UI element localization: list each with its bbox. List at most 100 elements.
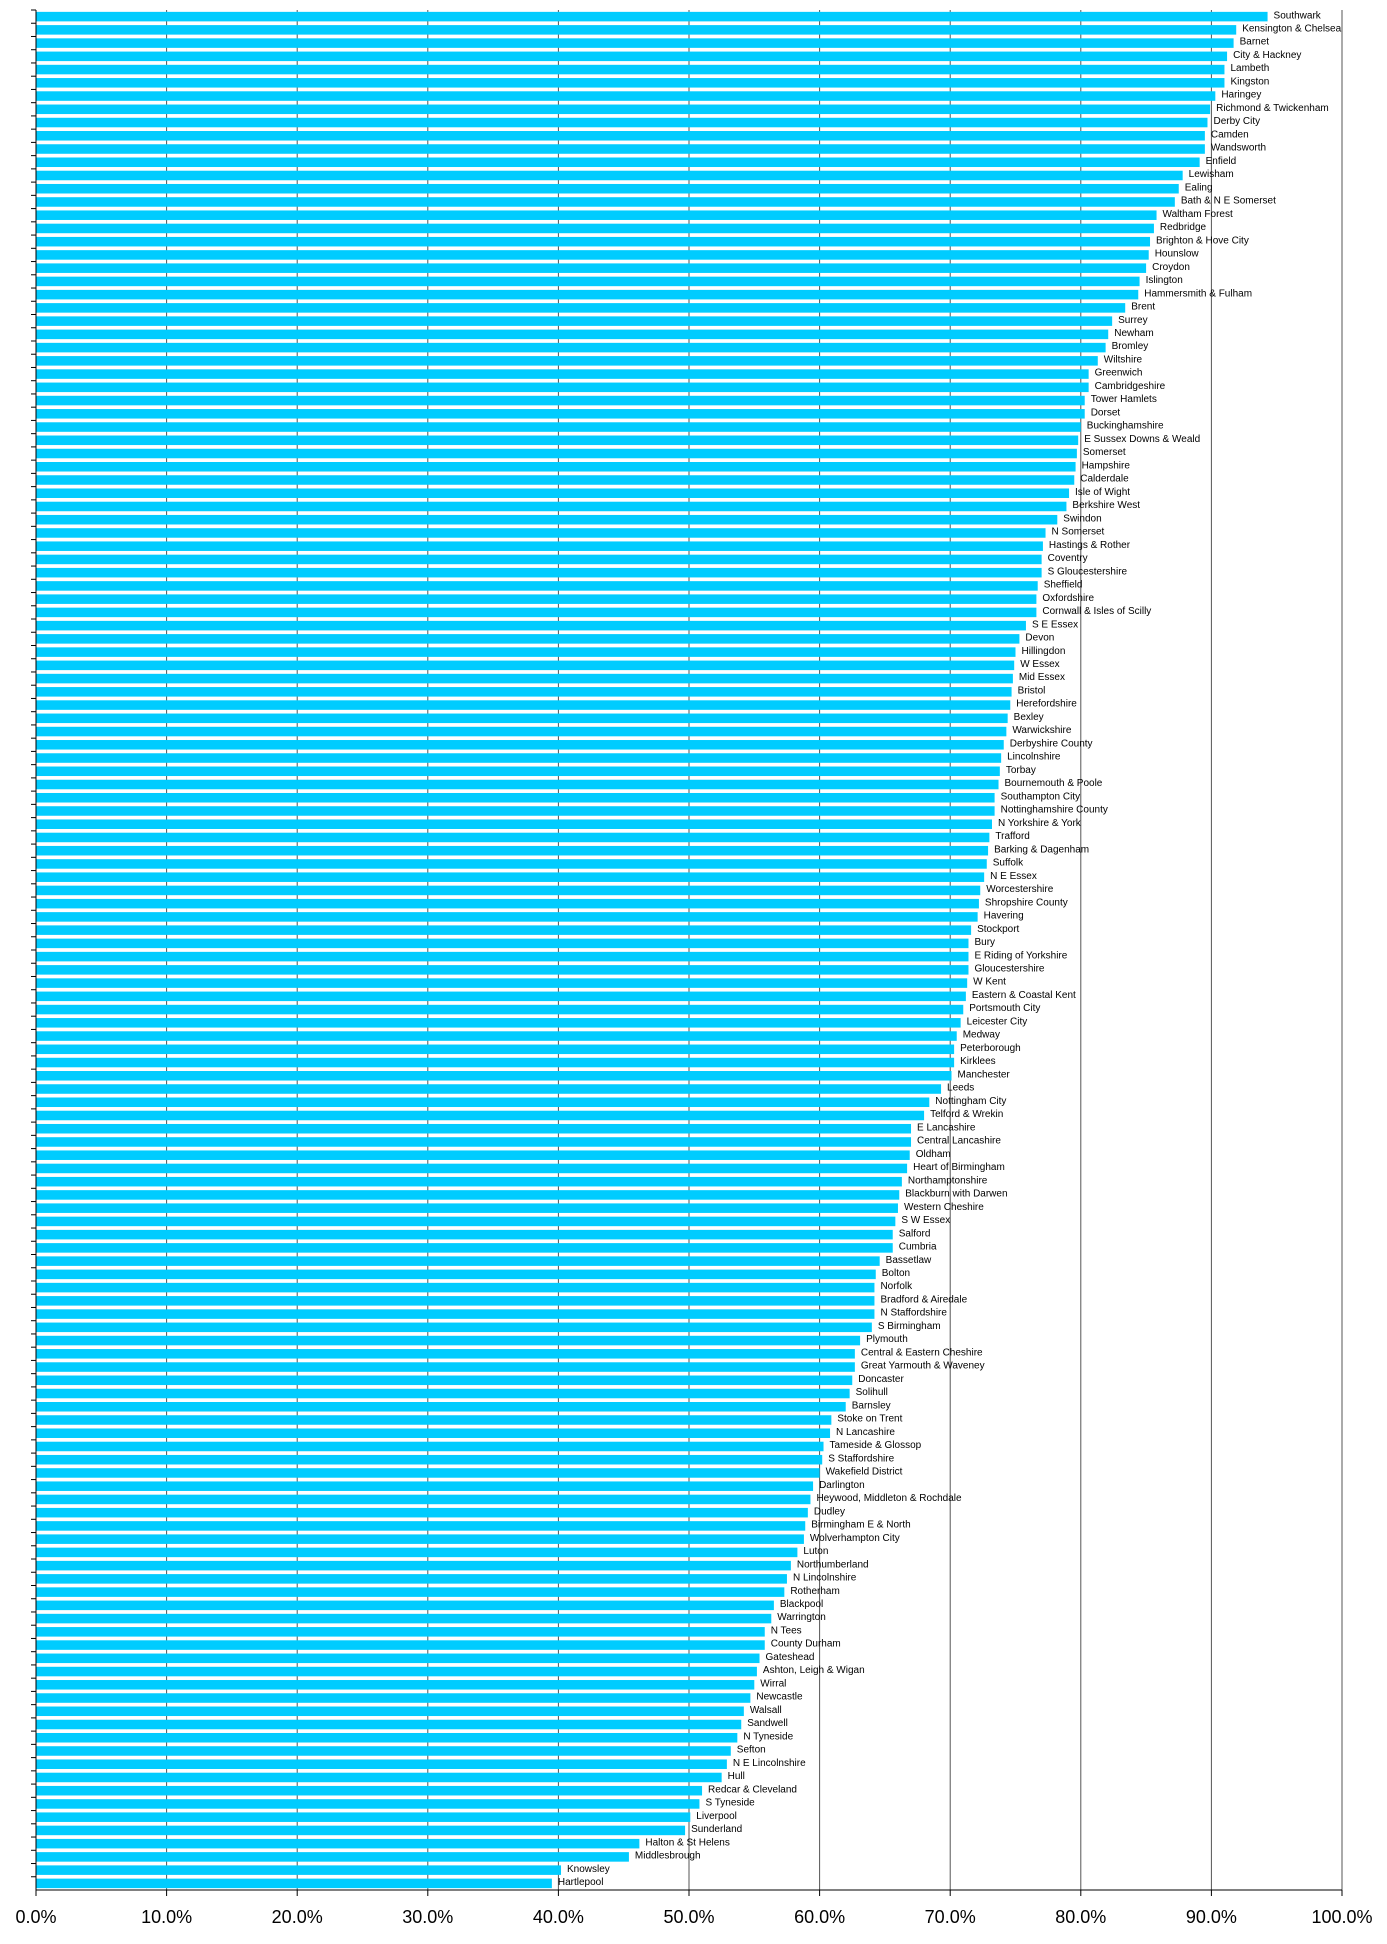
x-tick-label: 70.0% xyxy=(925,1907,976,1927)
bar xyxy=(36,329,1109,340)
bar xyxy=(36,1296,875,1306)
category-label: Brighton & Hove City xyxy=(1156,235,1249,246)
bar xyxy=(36,448,1077,459)
category-label: Newcastle xyxy=(756,1692,803,1703)
category-label: Central & Eastern Cheshire xyxy=(861,1347,983,1358)
category-label: Southwark xyxy=(1274,10,1322,21)
category-label: Warwickshire xyxy=(1012,725,1072,736)
category-label: Haringey xyxy=(1221,90,1261,101)
bar xyxy=(36,1600,774,1611)
category-label: Luton xyxy=(803,1546,828,1557)
category-label: Barnet xyxy=(1240,37,1270,48)
bar xyxy=(36,170,1183,181)
bar xyxy=(36,541,1043,551)
category-label: S W Essex xyxy=(901,1215,950,1226)
category-label: Shropshire County xyxy=(985,897,1068,908)
bar xyxy=(36,1415,832,1425)
bar xyxy=(36,1494,811,1505)
bar xyxy=(36,713,1008,724)
bar xyxy=(36,1097,930,1108)
x-tick-label: 20.0% xyxy=(272,1907,323,1927)
category-label: Bury xyxy=(974,937,995,948)
category-label: Hounslow xyxy=(1155,249,1200,260)
bar xyxy=(36,461,1076,472)
category-label: Halton & St Helens xyxy=(645,1837,730,1848)
category-label: S Staffordshire xyxy=(828,1453,894,1464)
x-tick-label: 80.0% xyxy=(1055,1907,1106,1927)
category-label: Stoke on Trent xyxy=(837,1414,902,1425)
bar xyxy=(36,1071,952,1081)
x-tick-label: 10.0% xyxy=(141,1907,192,1927)
category-label: S E Essex xyxy=(1032,619,1078,630)
bar xyxy=(36,382,1089,393)
bar xyxy=(36,263,1147,273)
bar xyxy=(36,1838,640,1849)
bar xyxy=(36,594,1037,604)
category-label: W Kent xyxy=(973,977,1006,988)
category-label: Ashton, Leigh & Wigan xyxy=(763,1665,865,1676)
category-label: Southampton City xyxy=(1001,791,1081,802)
category-label: Suffolk xyxy=(993,858,1024,869)
bar xyxy=(36,1878,552,1889)
category-label: Norfolk xyxy=(880,1281,913,1292)
category-label: Havering xyxy=(984,911,1024,922)
category-label: E Lancashire xyxy=(917,1122,976,1133)
bar xyxy=(36,1666,757,1677)
bar xyxy=(36,1680,755,1690)
category-label: Derby City xyxy=(1213,116,1260,127)
bar xyxy=(36,1150,910,1160)
category-label: Dudley xyxy=(814,1506,845,1517)
bar xyxy=(36,1044,955,1055)
category-label: Oxfordshire xyxy=(1042,593,1094,604)
category-label: Solihull xyxy=(856,1387,888,1398)
category-label: Central Lancashire xyxy=(917,1136,1001,1147)
bar xyxy=(36,991,966,1002)
bar xyxy=(36,1785,703,1796)
category-label: Bristol xyxy=(1018,685,1046,696)
bar xyxy=(36,25,1237,35)
x-tick-label: 60.0% xyxy=(794,1907,845,1927)
bar xyxy=(36,1759,727,1769)
category-label: Bournemouth & Poole xyxy=(1005,778,1103,789)
category-label: S Birmingham xyxy=(878,1321,941,1332)
category-label: Torbay xyxy=(1006,765,1036,776)
category-label: Manchester xyxy=(958,1069,1011,1080)
category-label: Gateshead xyxy=(766,1652,815,1663)
bar xyxy=(36,1865,562,1875)
bar xyxy=(36,210,1157,220)
bar xyxy=(36,1031,957,1041)
bar xyxy=(36,885,981,896)
x-tick-label: 30.0% xyxy=(402,1907,453,1927)
bar xyxy=(36,38,1234,48)
category-label: Herefordshire xyxy=(1016,699,1077,710)
bar xyxy=(36,1507,808,1518)
bar xyxy=(36,673,1013,684)
x-tick-label: 100.0% xyxy=(1311,1907,1372,1927)
bar xyxy=(36,647,1016,657)
category-label: Nottinghamshire County xyxy=(1001,805,1108,816)
category-label: Blackpool xyxy=(780,1599,823,1610)
bar xyxy=(36,144,1205,154)
bar xyxy=(36,1706,744,1717)
bar xyxy=(36,1560,791,1571)
bar xyxy=(36,1640,765,1650)
bar xyxy=(36,1190,900,1200)
category-label: Hampshire xyxy=(1082,460,1131,471)
x-tick-label: 40.0% xyxy=(533,1907,584,1927)
bar xyxy=(36,1018,961,1028)
category-label: Swindon xyxy=(1063,513,1101,524)
bar xyxy=(36,1084,942,1094)
category-label: Knowsley xyxy=(567,1864,610,1875)
bar xyxy=(36,898,979,909)
bar xyxy=(36,845,989,856)
bar xyxy=(36,581,1038,591)
bar xyxy=(36,1375,853,1386)
bar xyxy=(36,1468,820,1478)
category-label: Kingston xyxy=(1230,76,1269,87)
bar xyxy=(36,1203,898,1213)
bar xyxy=(36,117,1208,128)
category-label: Middlesbrough xyxy=(635,1851,701,1862)
bar xyxy=(36,938,969,949)
bar xyxy=(36,250,1149,260)
